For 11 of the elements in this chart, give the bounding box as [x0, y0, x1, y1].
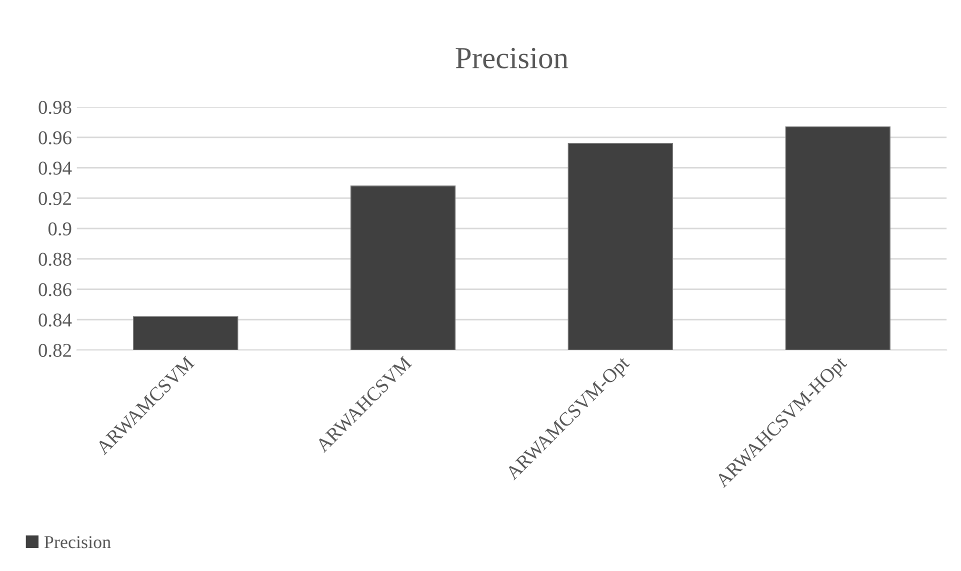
y-tick-label: 0.98	[38, 100, 72, 114]
y-tick-label: 0.9	[48, 222, 72, 236]
y-tick-label: 0.88	[38, 252, 72, 266]
y-tick-label: 0.94	[38, 162, 72, 175]
y-tick-label: 0.84	[38, 313, 72, 327]
y-tick-label: 0.86	[38, 283, 72, 296]
y-tick-label: 0.92	[38, 192, 71, 206]
y-tick-label: 0.82	[38, 344, 71, 358]
y-tick-label: 0.96	[38, 131, 72, 144]
chart-title: Precision	[456, 48, 568, 68]
legend-label: Precision	[44, 536, 111, 548]
